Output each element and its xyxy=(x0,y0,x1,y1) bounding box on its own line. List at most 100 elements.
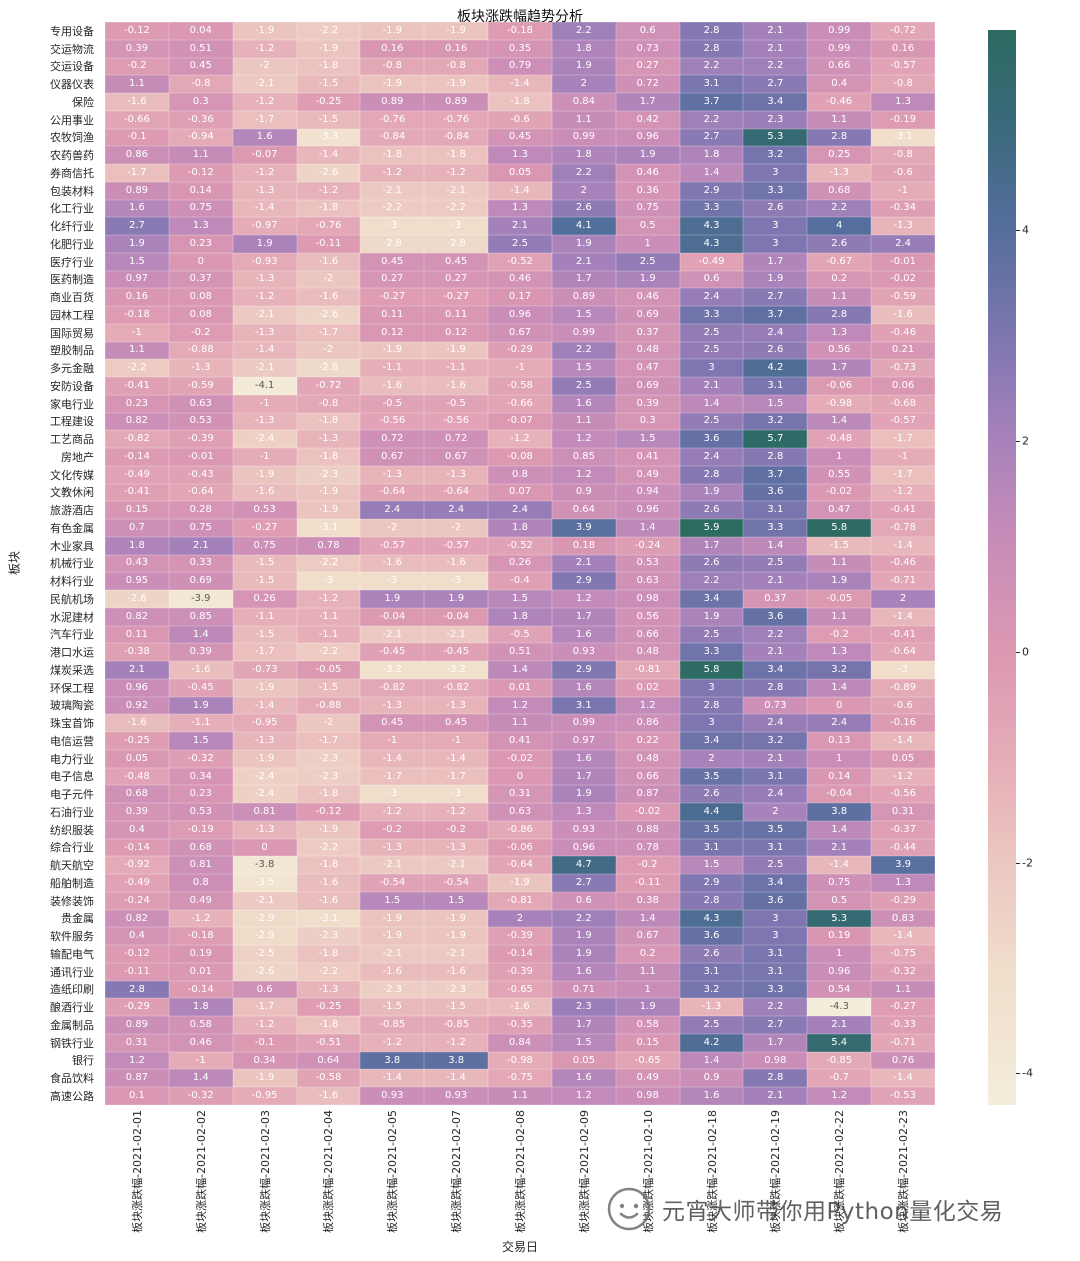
heatmap-cell: -0.04 xyxy=(807,785,872,804)
heatmap-cell: 1.9 xyxy=(615,146,680,165)
y-tick-label: 交运物流 xyxy=(50,42,94,56)
heatmap-cell: -0.45 xyxy=(360,643,425,662)
heatmap-cell: 2.2 xyxy=(679,57,744,76)
heatmap-cell: -0.32 xyxy=(871,962,935,981)
heatmap-cell: 0.28 xyxy=(168,501,233,520)
y-tick-label: 港口水运 xyxy=(50,646,94,660)
heatmap-cell: -0.95 xyxy=(232,714,297,733)
heatmap-cell: 2.4 xyxy=(360,501,425,520)
heatmap-cell: 4.2 xyxy=(679,1033,744,1052)
heatmap-cell: 0.95 xyxy=(105,572,169,591)
heatmap-cell: 1.6 xyxy=(551,749,616,768)
heatmap-cell: -2.6 xyxy=(296,164,361,182)
heatmap-cell: -2.9 xyxy=(232,927,297,946)
heatmap-cell: -1.1 xyxy=(360,359,425,378)
heatmap-cell: 1.8 xyxy=(551,146,616,165)
heatmap-cell: -0.02 xyxy=(615,803,680,821)
heatmap-cell: -1.6 xyxy=(296,1087,361,1105)
heatmap-cell: -0.24 xyxy=(615,536,680,555)
heatmap-cell: 1.1 xyxy=(807,607,872,626)
y-tick-label: 软件服务 xyxy=(50,930,94,944)
y-tick-label: 金属制品 xyxy=(50,1018,94,1032)
heatmap-cell: -0.65 xyxy=(488,980,552,999)
heatmap-cell: -1.9 xyxy=(232,465,297,484)
heatmap-cell: 0.2 xyxy=(807,270,872,289)
heatmap-cell: 0.1 xyxy=(105,1087,169,1105)
heatmap-cell: 0.75 xyxy=(168,519,233,537)
heatmap-cell: 0.84 xyxy=(551,93,616,111)
heatmap-cell: 0.79 xyxy=(488,57,552,76)
heatmap-cell: -2.2 xyxy=(296,554,361,573)
heatmap-cell: -4.1 xyxy=(232,377,297,395)
heatmap-cell: -0.7 xyxy=(807,1069,872,1088)
heatmap-cell: 2.2 xyxy=(551,164,616,182)
heatmap-cell: -0.2 xyxy=(168,323,233,342)
heatmap-cell: 2.4 xyxy=(871,235,935,253)
heatmap-cell: 0.39 xyxy=(168,643,233,662)
heatmap-cell: 2 xyxy=(743,803,808,821)
heatmap-cell: -2.9 xyxy=(232,909,297,928)
heatmap-cell: -0.57 xyxy=(424,536,489,555)
heatmap-cell: 1.9 xyxy=(232,235,297,253)
heatmap-cell: 5.4 xyxy=(807,1033,872,1052)
heatmap-cell: -1.9 xyxy=(360,909,425,928)
heatmap-cell: 0.67 xyxy=(424,448,489,466)
heatmap-cell: 1.6 xyxy=(105,199,169,218)
heatmap-cell: 0.12 xyxy=(360,323,425,342)
heatmap-cell: -1.2 xyxy=(424,164,489,182)
heatmap-cell: -0.35 xyxy=(488,1016,552,1034)
heatmap-cell: 2 xyxy=(551,181,616,200)
heatmap-cell: 0.01 xyxy=(168,962,233,981)
heatmap-cell: -2.2 xyxy=(296,962,361,981)
heatmap-cell: 0.12 xyxy=(424,323,489,342)
colorbar-tick-mark xyxy=(1016,651,1020,653)
heatmap-cell: 1.5 xyxy=(424,891,489,910)
heatmap-cell: -1.9 xyxy=(488,874,552,892)
heatmap-cell: -0.04 xyxy=(360,607,425,626)
heatmap-cell: -1.8 xyxy=(424,146,489,165)
heatmap-cell: -2.1 xyxy=(424,181,489,200)
heatmap-cell: 1.4 xyxy=(168,1069,233,1088)
heatmap-cell: 2.9 xyxy=(679,181,744,200)
heatmap-cell: 2.9 xyxy=(551,572,616,591)
plot-area: -0.12 0.04 -1.9 -2.2 -1.9 -1.9 -0.18 2.2 0.6 2.8 2… xyxy=(105,22,935,1105)
heatmap-cell: 2.9 xyxy=(679,874,744,892)
heatmap-cell: 0.96 xyxy=(615,501,680,520)
heatmap-cell: -1.6 xyxy=(296,252,361,271)
heatmap-cell: 2.8 xyxy=(679,22,744,40)
heatmap-cell: 1.1 xyxy=(105,75,169,94)
heatmap-cell: 0.8 xyxy=(168,874,233,892)
heatmap-cell: 1.7 xyxy=(679,536,744,555)
heatmap-cell: -1 xyxy=(488,359,552,378)
heatmap-cell: 2.8 xyxy=(105,980,169,999)
heatmap-cell: -1.2 xyxy=(232,93,297,111)
heatmap-cell: -1.3 xyxy=(424,838,489,857)
heatmap-cell: -1.2 xyxy=(424,1033,489,1052)
heatmap-cell: 0.04 xyxy=(168,22,233,40)
heatmap-cell: 0.3 xyxy=(615,412,680,431)
heatmap-cell: -0.57 xyxy=(871,57,935,76)
heatmap-cell: 1.8 xyxy=(679,146,744,165)
heatmap-cell: -0.08 xyxy=(488,448,552,466)
heatmap-cell: 0.05 xyxy=(871,749,935,768)
heatmap-cell: 1.7 xyxy=(807,359,872,378)
heatmap-cell: 1.2 xyxy=(551,590,616,608)
heatmap-cell: -0.01 xyxy=(871,252,935,271)
heatmap-cell: -1.9 xyxy=(424,909,489,928)
heatmap-cell: -0.82 xyxy=(424,678,489,697)
chart-title: 板块涨跌幅趋势分析 xyxy=(457,9,583,25)
heatmap-cell: -0.12 xyxy=(168,164,233,182)
heatmap-cell: 1.1 xyxy=(488,714,552,733)
heatmap-cell: 0.86 xyxy=(615,714,680,733)
heatmap-cell: 3 xyxy=(679,678,744,697)
heatmap-cell: -1.2 xyxy=(232,39,297,58)
heatmap-cell: 1.6 xyxy=(551,962,616,981)
heatmap-cell: 0.51 xyxy=(168,39,233,58)
heatmap-cell: -0.14 xyxy=(105,448,169,466)
heatmap-cell: -1.2 xyxy=(360,1033,425,1052)
colorbar-gradient xyxy=(988,30,1016,1105)
heatmap-cell: -1.3 xyxy=(296,430,361,449)
heatmap-cell: -0.37 xyxy=(871,820,935,839)
heatmap-cell: -0.93 xyxy=(232,252,297,271)
heatmap-cell: -1.3 xyxy=(232,732,297,750)
